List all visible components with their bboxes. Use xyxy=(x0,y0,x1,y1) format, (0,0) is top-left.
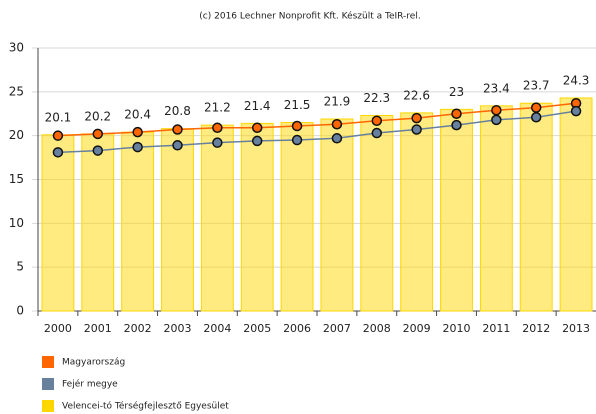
chart-title: (c) 2016 Lechner Nonprofit Kft. Készült … xyxy=(199,11,420,22)
data-label: 23 xyxy=(449,85,464,99)
x-tick-label: 2010 xyxy=(443,322,471,335)
y-tick-label: 0 xyxy=(16,304,24,318)
legend-swatch xyxy=(42,356,54,368)
point xyxy=(92,128,104,140)
point xyxy=(291,134,303,146)
x-tick-label: 2013 xyxy=(562,322,590,335)
data-label: 21.2 xyxy=(204,101,231,115)
x-tick-label: 2004 xyxy=(203,322,231,335)
point xyxy=(570,105,582,117)
point xyxy=(172,140,183,151)
point xyxy=(491,104,502,116)
data-label: 24.3 xyxy=(563,73,590,87)
x-tick-label: 2008 xyxy=(363,322,391,335)
x-tick-label: 2002 xyxy=(124,322,152,335)
bar xyxy=(479,105,513,312)
legend-swatch xyxy=(42,378,54,390)
x-tick-label: 2006 xyxy=(283,322,311,335)
bar xyxy=(280,122,314,312)
legend-label: Fejér megye xyxy=(62,379,118,390)
legend-label: Magyarország xyxy=(62,358,125,368)
y-tick-label: 25 xyxy=(9,84,24,98)
point xyxy=(132,126,143,138)
bar xyxy=(200,124,234,312)
bar xyxy=(161,128,194,312)
legend-label: Velencei-tó Térségfejlesztő Egyesület xyxy=(62,401,229,412)
bar xyxy=(360,115,394,312)
data-label: 23.7 xyxy=(523,79,550,93)
bar xyxy=(121,131,155,312)
point xyxy=(530,102,542,113)
legend-swatch xyxy=(42,400,54,412)
point xyxy=(212,137,223,148)
line-series xyxy=(57,110,577,154)
point xyxy=(52,130,64,141)
point xyxy=(331,119,343,130)
x-tick-label: 2007 xyxy=(323,322,351,335)
y-tick-label: 10 xyxy=(9,216,24,230)
bar xyxy=(81,133,115,312)
point xyxy=(411,124,422,135)
bar xyxy=(519,102,553,312)
point xyxy=(371,115,383,127)
data-label: 20.2 xyxy=(84,109,111,123)
point xyxy=(331,133,343,144)
y-tick-label: 5 xyxy=(16,260,24,274)
y-tick-label: 30 xyxy=(9,41,24,55)
data-label: 21.5 xyxy=(284,98,311,112)
data-label: 21.9 xyxy=(324,95,351,109)
point xyxy=(251,122,263,134)
data-label: 21.4 xyxy=(244,99,271,113)
bar xyxy=(440,108,473,312)
point xyxy=(371,127,383,139)
point xyxy=(530,112,542,123)
data-label: 23.4 xyxy=(483,81,510,95)
x-tick-label: 2005 xyxy=(243,322,271,335)
point xyxy=(491,114,502,126)
point xyxy=(52,147,64,158)
point xyxy=(451,119,462,131)
x-tick-label: 2009 xyxy=(403,322,431,335)
bar xyxy=(41,134,75,312)
y-tick-label: 20 xyxy=(9,128,24,142)
point xyxy=(92,145,104,156)
line-series xyxy=(57,102,577,137)
x-tick-label: 2012 xyxy=(522,322,550,335)
point xyxy=(212,122,223,134)
bar xyxy=(320,118,354,312)
x-tick-label: 2000 xyxy=(44,322,72,335)
bar xyxy=(240,122,274,312)
bar xyxy=(559,97,593,312)
bar xyxy=(400,112,434,312)
data-label: 20.1 xyxy=(45,110,72,124)
point xyxy=(251,135,263,147)
x-tick-label: 2003 xyxy=(164,322,192,335)
data-label: 20.8 xyxy=(164,104,191,118)
point xyxy=(132,141,143,153)
point xyxy=(411,112,422,124)
data-label: 22.6 xyxy=(403,88,430,102)
x-tick-label: 2011 xyxy=(482,322,510,335)
x-tick-label: 2001 xyxy=(84,322,112,335)
point xyxy=(172,124,183,135)
point xyxy=(291,120,303,132)
data-label: 22.3 xyxy=(363,91,390,105)
y-tick-label: 15 xyxy=(9,172,24,186)
point xyxy=(451,108,462,119)
data-label: 20.4 xyxy=(124,108,151,122)
